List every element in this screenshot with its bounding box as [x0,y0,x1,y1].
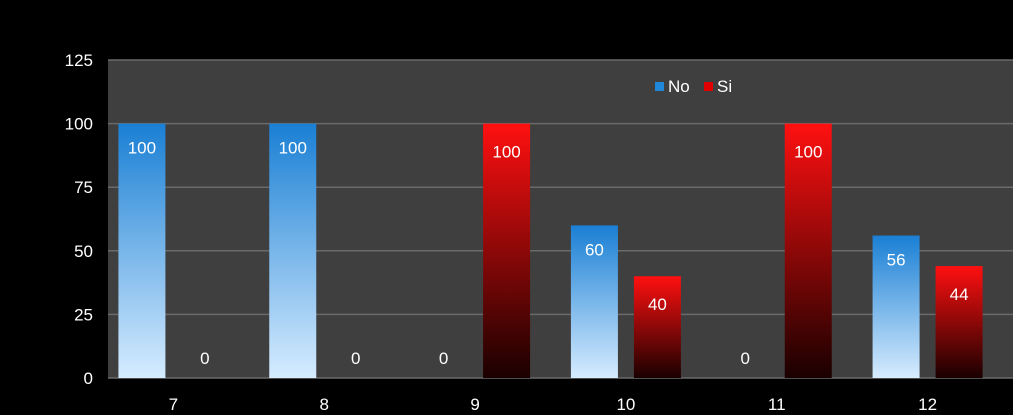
y-axis-ticks: 0 25 50 75 100 125 [65,51,93,388]
legend-swatch-no [655,82,664,91]
data-label: 0 [200,349,209,368]
data-label: 56 [887,251,906,270]
x-tick-label: 9 [470,395,479,414]
x-tick-label: 12 [918,395,937,414]
bar-no [570,225,618,378]
y-tick-label: 50 [74,242,93,261]
data-label: 44 [950,285,969,304]
x-tick-label: 10 [616,395,635,414]
bar-no [872,235,920,378]
y-tick-label: 0 [84,369,93,388]
data-labels: 100 0 100 0 0 100 60 40 0 100 56 44 [128,139,969,368]
data-label: 0 [439,349,448,368]
legend-label: No [668,77,690,96]
bar-si [784,123,832,378]
legend-label: Si [717,77,732,96]
x-tick-label: 11 [768,395,786,414]
x-tick-label: 7 [169,395,178,414]
x-tick-label: 8 [320,395,329,414]
bar-no [269,123,317,378]
data-label: 100 [794,143,822,162]
x-axis-ticks: 7 8 9 10 11 12 [169,395,937,414]
legend-swatch-si [704,82,713,91]
gridlines [108,59,1013,379]
bar-no [118,123,166,378]
data-label: 100 [492,143,520,162]
y-tick-label: 75 [74,178,93,197]
data-label: 40 [648,295,667,314]
y-tick-label: 100 [65,115,93,134]
data-label: 0 [741,349,750,368]
data-label: 0 [351,349,360,368]
data-label: 60 [585,240,604,259]
plot-area [108,60,1013,378]
y-tick-label: 25 [74,305,93,324]
data-label: 100 [279,139,307,158]
bars [118,123,983,378]
y-tick-label: 125 [65,51,93,70]
bar-si [633,276,681,378]
bar-si [483,123,531,378]
bar-si [935,266,983,378]
data-label: 100 [128,139,156,158]
legend: No Si [655,77,732,96]
